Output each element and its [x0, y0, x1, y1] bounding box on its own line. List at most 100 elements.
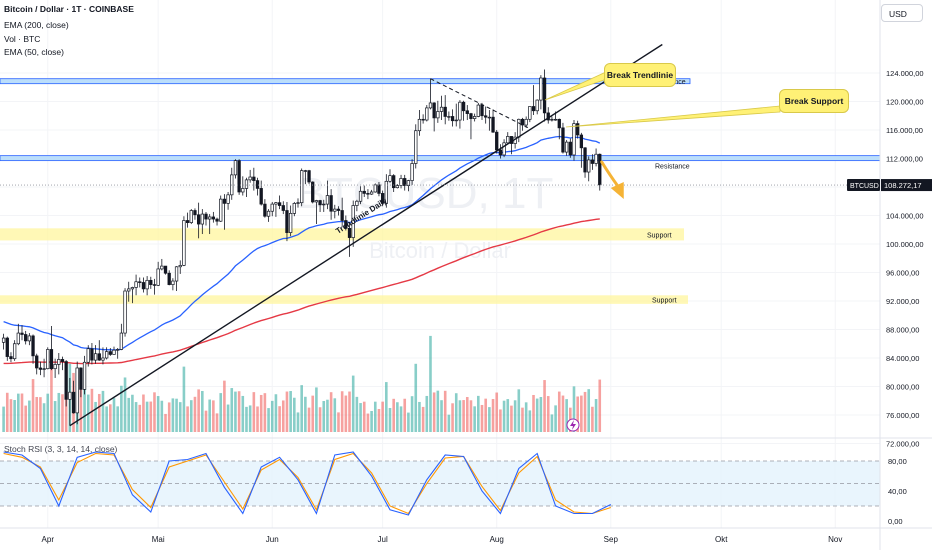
volume-bar: [322, 400, 326, 432]
volume-bar: [20, 393, 24, 432]
candle-body: [487, 116, 492, 119]
volume-bar: [429, 335, 432, 432]
volume-bar: [502, 400, 506, 432]
candle-body: [255, 180, 260, 189]
volume-bar: [307, 407, 311, 432]
candle-body: [410, 163, 414, 181]
volume-bar: [57, 392, 61, 432]
volume-bar: [495, 392, 499, 432]
candle-body: [598, 153, 602, 186]
candle-body: [27, 335, 32, 342]
candle-body: [314, 200, 319, 203]
volume-bar: [278, 406, 281, 432]
volume-bar: [546, 396, 550, 432]
candle-body: [35, 355, 39, 369]
volume-bar: [215, 413, 219, 432]
volume-bar: [204, 410, 208, 432]
time-tick-label: Apr: [42, 535, 55, 544]
volume-bar: [499, 409, 502, 432]
volume-bar: [421, 406, 425, 432]
volume-bar: [142, 394, 145, 432]
volume-bar: [528, 410, 532, 432]
volume-bar: [587, 389, 591, 432]
price-tag-value-box: [881, 179, 932, 192]
lightning-icon-glyph: [570, 420, 576, 430]
volume-bar: [340, 391, 344, 432]
price-tick-label: 112.000,00: [886, 155, 923, 164]
volume-bar: [189, 400, 193, 432]
volume-bar: [42, 403, 46, 432]
candle-body: [174, 266, 179, 282]
volume-bar: [304, 396, 307, 432]
volume-bar: [488, 407, 491, 432]
candle-body: [506, 136, 510, 144]
candle-body: [384, 180, 388, 204]
candle-body: [590, 159, 595, 164]
candle-body: [292, 203, 296, 214]
volume-bar: [333, 398, 337, 432]
volume-bar: [175, 398, 178, 432]
volume-bar: [543, 380, 546, 432]
candle-body: [233, 160, 238, 176]
volume-bar: [399, 406, 403, 432]
volume-bar: [46, 393, 50, 432]
candle-body: [24, 334, 28, 342]
volume-bar: [506, 399, 510, 432]
volume-bar: [561, 395, 565, 432]
candle-body: [351, 205, 355, 238]
volume-bar: [285, 391, 289, 432]
candle-body: [127, 288, 131, 292]
candle-body: [222, 198, 227, 204]
volume-bars: [2, 335, 602, 432]
time-tick-label: Aug: [490, 535, 504, 544]
volume-bar: [267, 408, 270, 432]
candle-body: [104, 351, 109, 359]
price-tag-symbol-box: [847, 179, 880, 192]
candle-body: [576, 123, 580, 136]
volume-bar: [443, 390, 447, 432]
price-tick-label: 88.000,00: [886, 326, 919, 335]
volume-bar: [274, 394, 278, 432]
volume-bar: [83, 382, 86, 432]
candle-body: [134, 281, 138, 288]
candle-body: [557, 118, 561, 129]
candle-body: [189, 210, 193, 223]
volume-bar: [186, 406, 189, 432]
indicator-ema200[interactable]: EMA (200, close): [4, 20, 69, 30]
candle-body: [472, 116, 477, 119]
volume-bar: [53, 401, 57, 432]
candle-body: [594, 153, 598, 164]
candle-body: [152, 284, 157, 286]
candle-body: [395, 185, 400, 189]
callout-break-support[interactable]: Break Support: [779, 89, 849, 113]
candle-body: [307, 170, 311, 183]
volume-bar: [201, 390, 204, 432]
indicator-ema50[interactable]: EMA (50, close): [4, 47, 64, 57]
volume-bar: [90, 388, 94, 432]
candle-body: [480, 104, 484, 117]
candle-body: [119, 332, 124, 350]
price-zones: [0, 78, 880, 304]
candle-body: [535, 99, 539, 112]
indicator-volume[interactable]: Vol · BTC: [4, 34, 41, 44]
callout-break-trendline[interactable]: Break Trendlinie: [604, 63, 676, 87]
candle-body: [524, 118, 528, 126]
currency-button[interactable]: USD: [881, 4, 923, 22]
candle-body: [71, 391, 76, 414]
candle-body: [436, 111, 440, 119]
volume-bar: [425, 395, 429, 432]
candle-body: [564, 141, 569, 153]
candle-body: [495, 131, 499, 151]
candle-body: [520, 118, 525, 126]
candle-body: [1, 337, 6, 343]
price-tick-label: 104.000,00: [886, 212, 924, 221]
candle-body: [178, 265, 182, 268]
candle-body: [270, 203, 274, 212]
volume-bar: [447, 414, 451, 432]
volume-bar: [17, 393, 20, 432]
volume-bar: [348, 391, 351, 432]
price-tag-value: 108.272,17: [884, 181, 922, 190]
volume-bar: [50, 367, 53, 432]
candle-body: [42, 368, 46, 370]
